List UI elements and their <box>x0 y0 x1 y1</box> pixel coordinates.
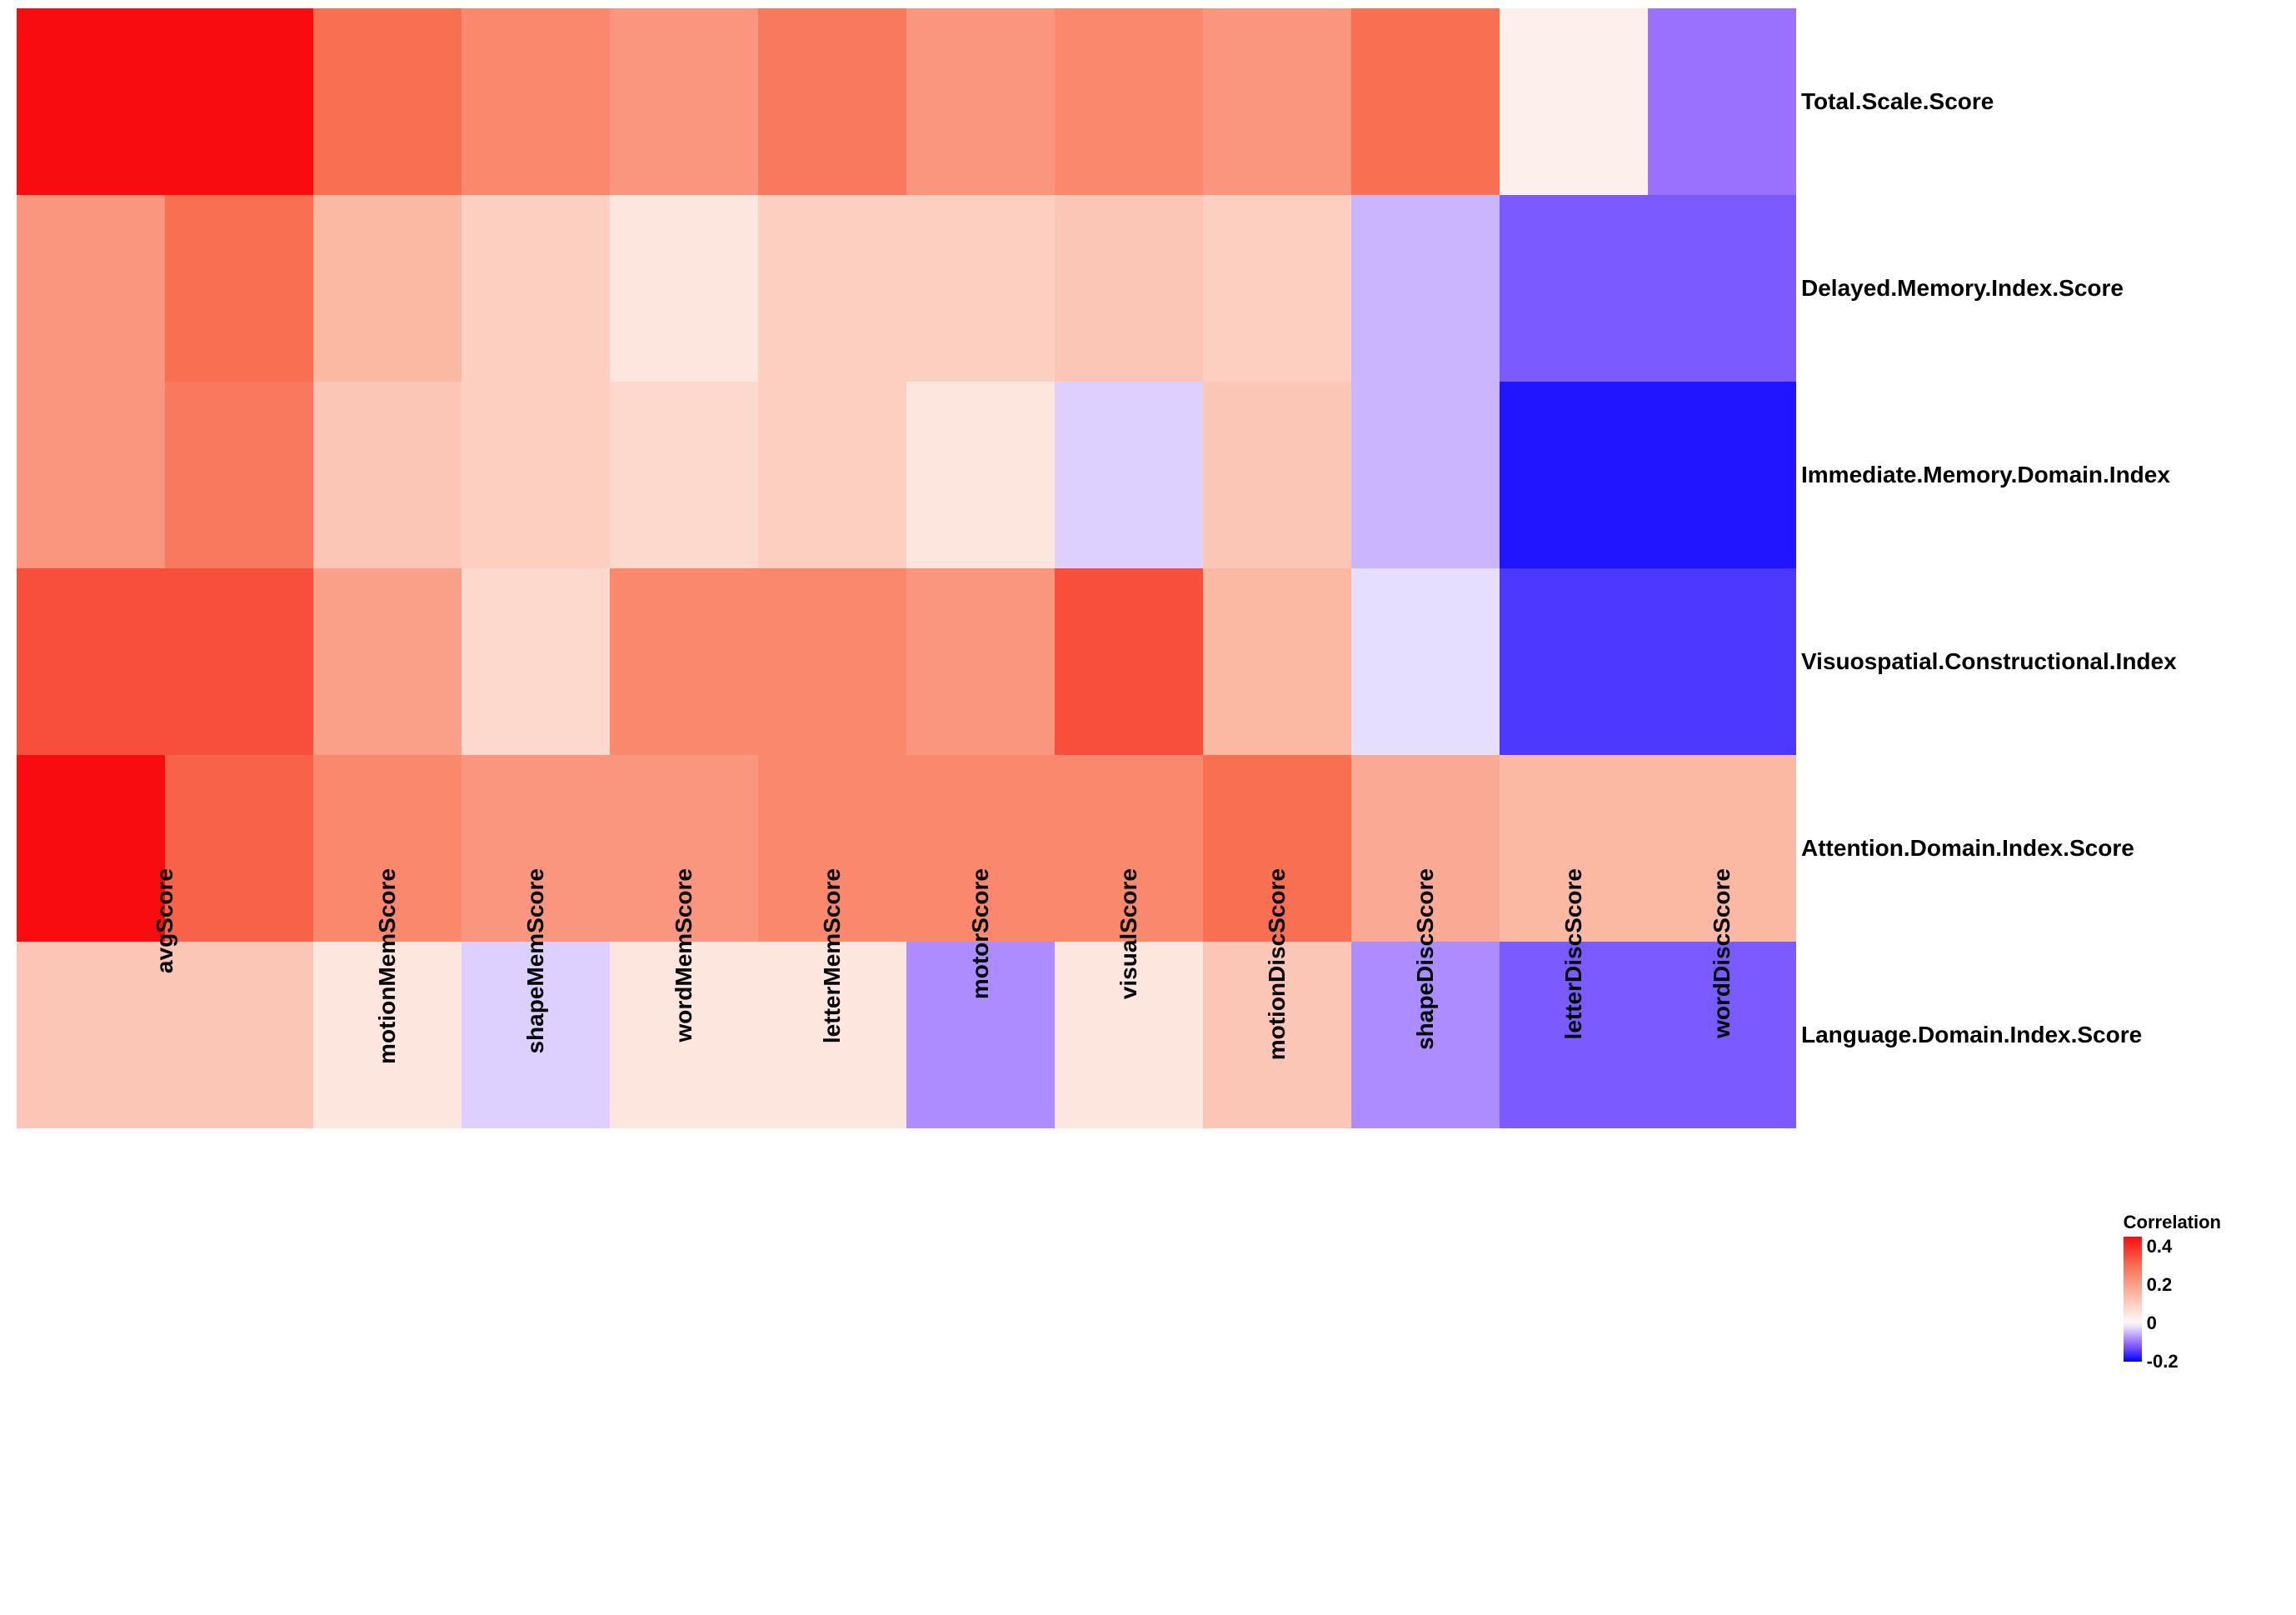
heatmap-cell <box>758 568 906 755</box>
heatmap-cell <box>17 382 165 568</box>
heatmap-cell <box>906 568 1055 755</box>
column-label: wordDiscScore <box>1709 868 1735 1135</box>
heatmap-cell <box>1203 8 1351 195</box>
column-label-cell: avgScore <box>17 1128 313 1395</box>
heatmap-cell <box>610 195 758 382</box>
heatmap-cell <box>165 8 313 195</box>
heatmap-cell <box>1351 8 1500 195</box>
row-label: Total.Scale.Score <box>1801 8 2177 195</box>
heatmap-cell <box>165 568 313 755</box>
legend-tick: 0.2 <box>2147 1274 2173 1296</box>
legend-tick: -0.2 <box>2147 1351 2179 1372</box>
column-label: letterMemScore <box>819 868 846 1135</box>
column-label-cell: letterDiscScore <box>1500 1128 1648 1395</box>
heatmap-cell <box>1648 195 1796 382</box>
column-label: avgScore <box>152 868 178 1135</box>
heatmap-cell <box>17 942 165 1128</box>
legend-ticks: 0.40.20-0.2 <box>2147 1237 2197 1362</box>
heatmap-cell <box>313 195 462 382</box>
row-labels-strip: Total.Scale.ScoreDelayed.Memory.Index.Sc… <box>1801 8 2177 1128</box>
heatmap-cell <box>1648 568 1796 755</box>
heatmap-cell <box>758 195 906 382</box>
heatmap-cell <box>462 568 610 755</box>
grid-and-xlabels: avgScoremotionMemScoreshapeMemScorewordM… <box>17 8 1796 1395</box>
column-label: visualScore <box>1116 868 1142 1135</box>
column-label: letterDiscScore <box>1560 868 1587 1135</box>
column-label-cell: motorScore <box>906 1128 1055 1395</box>
heatmap-cell <box>610 568 758 755</box>
legend-title: Correlation <box>2124 1212 2221 1233</box>
heatmap-cell <box>1648 382 1796 568</box>
heatmap-cell <box>1500 195 1648 382</box>
heatmap-area: avgScoremotionMemScoreshapeMemScorewordM… <box>17 8 2279 1395</box>
heatmap-cell <box>1648 8 1796 195</box>
heatmap-cell <box>1203 382 1351 568</box>
heatmap-cell <box>1500 382 1648 568</box>
heatmap-cell <box>610 382 758 568</box>
heatmap-cell <box>165 942 313 1128</box>
heatmap-cell <box>462 8 610 195</box>
column-label: motionMemScore <box>374 868 401 1135</box>
heatmap-cell <box>1351 195 1500 382</box>
heatmap-cell <box>17 195 165 382</box>
heatmap-cell <box>1055 195 1203 382</box>
heatmap-cell <box>313 568 462 755</box>
column-label-cell: wordDiscScore <box>1648 1128 1796 1395</box>
column-label: motionDiscScore <box>1264 868 1290 1135</box>
column-label-cell: motionMemScore <box>313 1128 462 1395</box>
column-label-cell: shapeMemScore <box>462 1128 610 1395</box>
column-label-cell: visualScore <box>1055 1128 1203 1395</box>
heatmap-cell <box>1055 8 1203 195</box>
heatmap-cell <box>1500 568 1648 755</box>
heatmap-cell <box>165 382 313 568</box>
heatmap-cell <box>1055 382 1203 568</box>
legend-body: 0.40.20-0.2 <box>2124 1237 2221 1362</box>
column-label: motorScore <box>967 868 994 1135</box>
column-label: shapeMemScore <box>522 868 549 1135</box>
column-label-cell: wordMemScore <box>610 1128 758 1395</box>
heatmap-cell <box>1351 568 1500 755</box>
legend-color-bar <box>2124 1237 2142 1362</box>
heatmap-cell <box>1351 382 1500 568</box>
heatmap-cell <box>758 8 906 195</box>
heatmap-cell <box>1203 568 1351 755</box>
row-label: Delayed.Memory.Index.Score <box>1801 195 2177 382</box>
heatmap-cell <box>17 8 165 195</box>
heatmap-cell <box>313 8 462 195</box>
heatmap-cell <box>1203 195 1351 382</box>
legend-tick: 0.4 <box>2147 1236 2173 1258</box>
column-label-cell: letterMemScore <box>758 1128 906 1395</box>
column-labels-strip: avgScoremotionMemScoreshapeMemScorewordM… <box>17 1128 1796 1395</box>
color-legend: Correlation 0.40.20-0.2 <box>2124 1212 2221 1362</box>
heatmap-cell <box>1500 8 1648 195</box>
heatmap-cell <box>462 382 610 568</box>
heatmap-cell <box>610 8 758 195</box>
column-label: shapeDiscScore <box>1412 868 1439 1135</box>
heatmap-cell <box>906 8 1055 195</box>
column-label-cell: shapeDiscScore <box>1351 1128 1500 1395</box>
heatmap-cell <box>758 382 906 568</box>
column-label: wordMemScore <box>671 868 697 1135</box>
heatmap-cell <box>165 195 313 382</box>
correlation-heatmap: avgScoremotionMemScoreshapeMemScorewordM… <box>0 0 2296 1428</box>
heatmap-cell <box>17 568 165 755</box>
column-label-cell: motionDiscScore <box>1203 1128 1351 1395</box>
row-label: Visuospatial.Constructional.Index <box>1801 568 2177 755</box>
heatmap-cell <box>165 755 313 942</box>
heatmap-grid <box>17 8 1796 1128</box>
heatmap-cell <box>906 195 1055 382</box>
row-label: Immediate.Memory.Domain.Index <box>1801 382 2177 568</box>
row-label: Attention.Domain.Index.Score <box>1801 755 2177 942</box>
heatmap-cell <box>462 195 610 382</box>
heatmap-cell <box>1055 568 1203 755</box>
row-label: Language.Domain.Index.Score <box>1801 942 2177 1128</box>
heatmap-cell <box>906 382 1055 568</box>
legend-tick: 0 <box>2147 1312 2157 1334</box>
heatmap-cell <box>17 755 165 942</box>
heatmap-cell <box>313 382 462 568</box>
